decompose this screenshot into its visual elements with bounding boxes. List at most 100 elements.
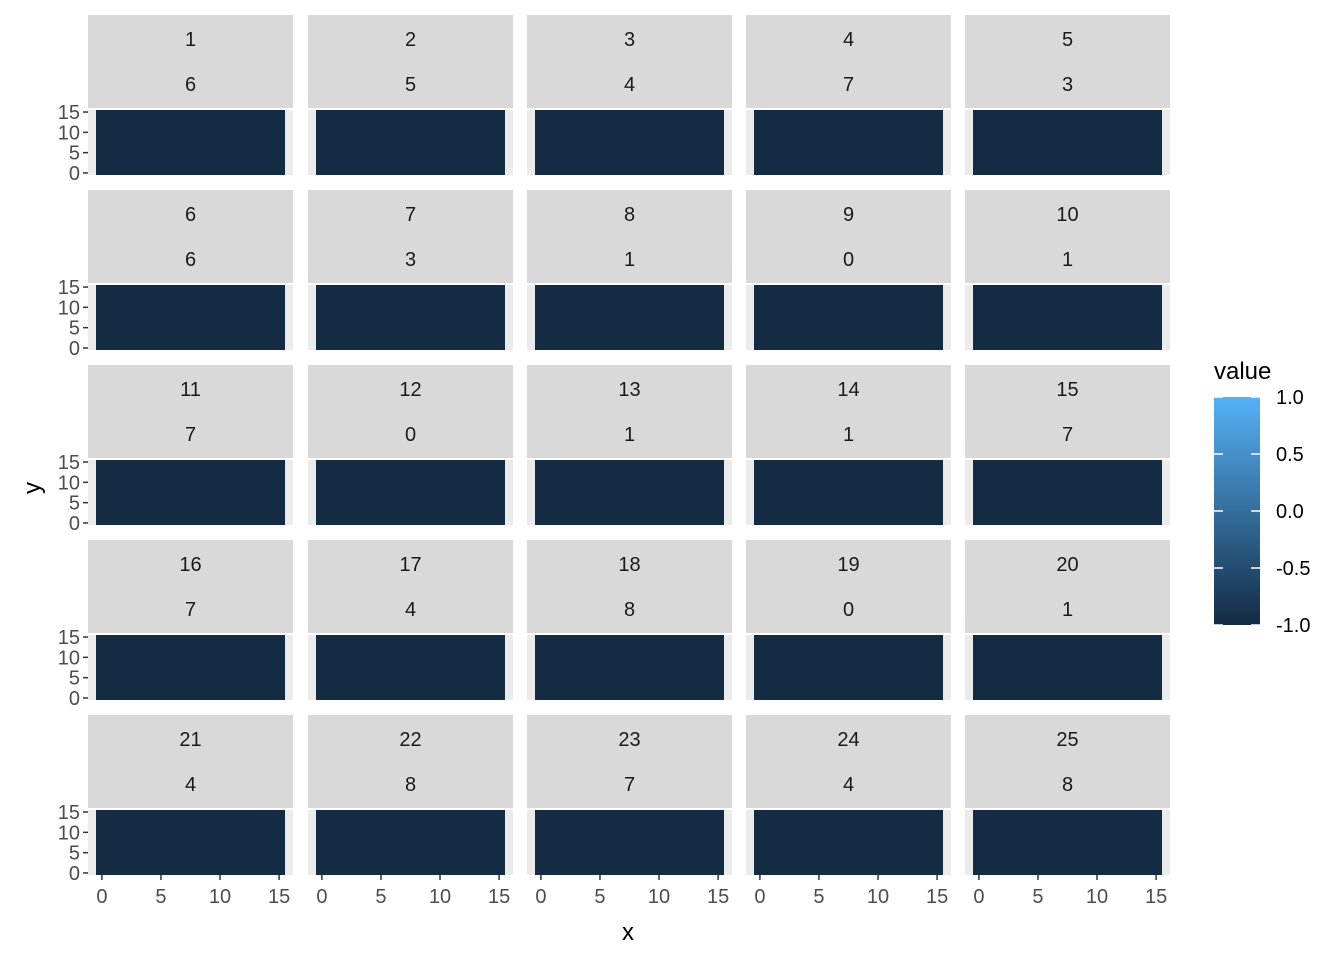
y-tick-label: 0	[69, 338, 80, 360]
facet-panel: 21 4	[88, 715, 293, 875]
y-tick-label: 10	[58, 472, 80, 494]
facet-strip-index: 5	[1062, 29, 1073, 51]
facet-strip	[965, 190, 1170, 283]
facet-strip-index: 14	[837, 379, 859, 401]
facet-strip	[308, 715, 513, 808]
y-tick-label: 15	[58, 277, 80, 299]
x-tick-label: 5	[1032, 886, 1043, 908]
facet-panel: 25	[308, 15, 513, 175]
facet-strip-label: 4	[624, 74, 635, 96]
x-tick-label: 10	[648, 886, 670, 908]
facet-strip-label: 1	[624, 249, 635, 271]
legend-break-label: -1.0	[1276, 615, 1310, 637]
heatmap-tiles	[973, 810, 1162, 875]
facet-strip	[746, 365, 951, 458]
x-tick-label: 0	[754, 886, 765, 908]
x-tick-label: 5	[155, 886, 166, 908]
facet-strip-label: 7	[185, 599, 196, 621]
facet-strip-index: 8	[624, 204, 635, 226]
facet-panel: 15 7	[965, 365, 1170, 525]
heatmap-tiles	[96, 110, 285, 175]
heatmap-tiles	[535, 635, 724, 700]
facet-panel: 24 4	[746, 715, 951, 875]
facet-strip-index: 18	[618, 554, 640, 576]
facet-panel: 34	[527, 15, 732, 175]
heatmap-tiles	[96, 460, 285, 525]
facet-panel: 20 1	[965, 540, 1170, 700]
facet-strip-label: 4	[843, 774, 854, 796]
y-tick-label: 10	[58, 822, 80, 844]
x-tick-label: 0	[535, 886, 546, 908]
facet-panel: 53	[965, 15, 1170, 175]
facet-strip-index: 9	[843, 204, 854, 226]
facet-strip-label: 8	[1062, 774, 1073, 796]
y-tick-label: 15	[58, 627, 80, 649]
facet-strip	[965, 715, 1170, 808]
heatmap-tiles	[96, 810, 285, 875]
facet-strip	[88, 540, 293, 633]
y-tick-label: 10	[58, 122, 80, 144]
facet-strip-label: 0	[843, 249, 854, 271]
y-tick-label: 5	[69, 318, 80, 340]
y-tick-label: 0	[69, 513, 80, 535]
facet-strip	[527, 715, 732, 808]
legend-break-label: 0.5	[1276, 444, 1304, 466]
x-tick-label: 10	[429, 886, 451, 908]
facet-strip	[527, 365, 732, 458]
facet-strip-label: 8	[405, 774, 416, 796]
facet-strip	[527, 540, 732, 633]
facet-strip-label: 7	[624, 774, 635, 796]
facet-strip-label: 8	[624, 599, 635, 621]
x-tick-label: 15	[1145, 886, 1167, 908]
facet-strip	[746, 15, 951, 108]
facet-strip-index: 23	[618, 729, 640, 751]
facet-strip-index: 16	[179, 554, 201, 576]
facet-strip-label: 0	[405, 424, 416, 446]
y-tick-label: 10	[58, 297, 80, 319]
facet-panel: 16 7	[88, 540, 293, 700]
facet-strip	[746, 190, 951, 283]
facet-strip	[308, 15, 513, 108]
facet-strip	[308, 365, 513, 458]
heatmap-tiles	[973, 110, 1162, 175]
facet-panel: 19 0	[746, 540, 951, 700]
facet-strip-label: 7	[1062, 424, 1073, 446]
facet-strip-index: 13	[618, 379, 640, 401]
legend-break-label: 1.0	[1276, 387, 1304, 409]
x-tick-label: 15	[926, 886, 948, 908]
facet-panel: 25 8	[965, 715, 1170, 875]
y-tick-label: 5	[69, 143, 80, 165]
facet-strip	[746, 715, 951, 808]
facet-strip	[308, 540, 513, 633]
facet-strip-index: 11	[180, 379, 201, 401]
facet-strip	[527, 190, 732, 283]
x-tick-label: 5	[813, 886, 824, 908]
heatmap-tiles	[754, 635, 943, 700]
facet-panel: 73	[308, 190, 513, 350]
y-tick-label: 0	[69, 863, 80, 885]
facet-strip	[746, 540, 951, 633]
facet-strip	[88, 715, 293, 808]
facet-strip-index: 2	[405, 29, 416, 51]
facet-strip-label: 4	[405, 599, 416, 621]
color-legend: value 1.0 0.5 0.0 -0.5 -1.0	[1214, 358, 1310, 637]
panels-layer: 1625344753667381901011171201311411571671…	[88, 15, 1170, 875]
facet-strip	[965, 15, 1170, 108]
facet-panel: 81	[527, 190, 732, 350]
facet-panel: 11 7	[88, 365, 293, 525]
x-tick-label: 0	[973, 886, 984, 908]
heatmap-tiles	[96, 635, 285, 700]
x-tick-label: 0	[316, 886, 327, 908]
facet-strip-index: 6	[185, 204, 196, 226]
facet-strip-label: 1	[843, 424, 854, 446]
heatmap-tiles	[754, 110, 943, 175]
x-tick-label: 5	[375, 886, 386, 908]
facet-strip-index: 4	[843, 29, 854, 51]
x-tick-label: 10	[209, 886, 231, 908]
y-tick-label: 0	[69, 688, 80, 710]
facet-strip-label: 6	[185, 74, 196, 96]
facet-strip	[88, 15, 293, 108]
facet-strip	[965, 540, 1170, 633]
